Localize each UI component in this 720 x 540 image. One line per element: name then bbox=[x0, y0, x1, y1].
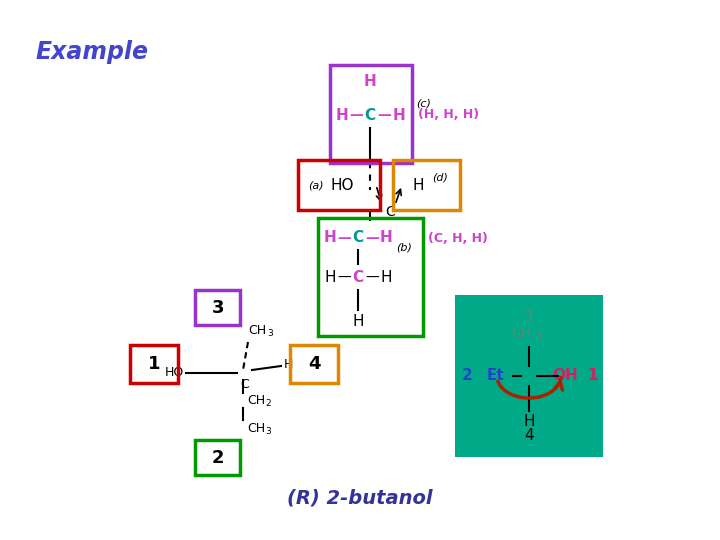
Text: C: C bbox=[364, 107, 376, 123]
Text: (d): (d) bbox=[432, 173, 448, 183]
Text: (c): (c) bbox=[416, 98, 431, 108]
Text: 3: 3 bbox=[265, 428, 271, 436]
Text: 1: 1 bbox=[588, 368, 598, 383]
Text: H: H bbox=[364, 75, 377, 90]
Text: C: C bbox=[240, 379, 249, 392]
Text: Example: Example bbox=[35, 40, 148, 64]
Text: H: H bbox=[380, 271, 392, 286]
Text: H: H bbox=[523, 414, 535, 429]
Bar bbox=[318, 218, 423, 336]
Text: H: H bbox=[323, 231, 336, 246]
Bar bbox=[195, 440, 240, 475]
Text: 3: 3 bbox=[267, 329, 273, 339]
Text: —: — bbox=[337, 231, 351, 245]
Text: 4: 4 bbox=[524, 429, 534, 443]
Text: 2: 2 bbox=[462, 368, 472, 383]
Text: H: H bbox=[336, 107, 348, 123]
Text: H: H bbox=[379, 231, 392, 246]
Text: 2: 2 bbox=[265, 400, 271, 408]
Text: CH: CH bbox=[248, 323, 266, 336]
Text: 3: 3 bbox=[212, 299, 224, 317]
Text: CH: CH bbox=[511, 326, 531, 340]
Text: 2: 2 bbox=[212, 449, 224, 467]
Text: H: H bbox=[352, 314, 364, 329]
Text: 3: 3 bbox=[535, 332, 541, 342]
Bar bbox=[130, 345, 178, 383]
Text: (R) 2-butanol: (R) 2-butanol bbox=[287, 489, 433, 508]
Text: H: H bbox=[392, 107, 405, 123]
Text: —: — bbox=[365, 231, 379, 245]
Text: OH: OH bbox=[552, 368, 578, 383]
Text: H: H bbox=[284, 357, 293, 370]
Text: H: H bbox=[412, 178, 423, 192]
Text: C: C bbox=[385, 205, 395, 219]
Bar bbox=[330, 65, 412, 163]
Text: CH: CH bbox=[247, 394, 265, 407]
Bar bbox=[455, 295, 603, 457]
Text: C: C bbox=[352, 231, 364, 246]
Text: (a): (a) bbox=[308, 180, 323, 190]
Text: HO: HO bbox=[165, 367, 184, 380]
Bar bbox=[290, 345, 338, 383]
Text: —: — bbox=[365, 271, 379, 285]
Text: (b): (b) bbox=[396, 243, 412, 253]
Text: 1: 1 bbox=[148, 355, 161, 373]
Text: (C, H, H): (C, H, H) bbox=[428, 232, 488, 245]
Text: —: — bbox=[349, 108, 363, 122]
Bar bbox=[393, 160, 460, 210]
Text: (H, H, H): (H, H, H) bbox=[418, 109, 479, 122]
Text: 3: 3 bbox=[524, 309, 534, 325]
Text: C: C bbox=[352, 271, 364, 286]
Text: —: — bbox=[337, 271, 351, 285]
Bar bbox=[195, 290, 240, 325]
Bar bbox=[298, 160, 380, 210]
Text: —: — bbox=[377, 108, 391, 122]
Text: Et: Et bbox=[487, 368, 505, 383]
Text: 4: 4 bbox=[307, 355, 320, 373]
Text: H: H bbox=[324, 271, 336, 286]
Text: HO: HO bbox=[330, 178, 354, 192]
Text: CH: CH bbox=[247, 422, 265, 435]
